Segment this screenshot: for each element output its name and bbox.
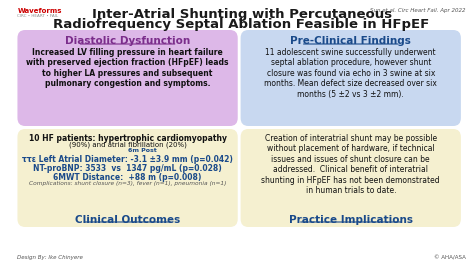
Text: 6MWT Distance:  +88 m (p=0.008): 6MWT Distance: +88 m (p=0.008) xyxy=(54,173,202,182)
Text: Diastolic Dysfunction: Diastolic Dysfunction xyxy=(65,36,190,46)
Text: Radiofrequency Septal Ablation Feasible in HFpEF: Radiofrequency Septal Ablation Feasible … xyxy=(54,18,430,31)
Text: (90%) and atrial fibrillation (20%): (90%) and atrial fibrillation (20%) xyxy=(69,142,187,148)
Text: CIRC • HEART • FAIL: CIRC • HEART • FAIL xyxy=(18,14,59,18)
Text: ττε Left Atrial Diameter: -3.1 ±3.9 mm (p=0.042): ττε Left Atrial Diameter: -3.1 ±3.9 mm (… xyxy=(22,155,233,164)
FancyBboxPatch shape xyxy=(18,30,238,126)
Text: Pre-Clinical Findings: Pre-Clinical Findings xyxy=(290,36,411,46)
Text: NT-proBNP: 3533  vs  1347 pg/mL (p=0.028): NT-proBNP: 3533 vs 1347 pg/mL (p=0.028) xyxy=(33,164,222,173)
FancyBboxPatch shape xyxy=(241,30,461,126)
Text: Increased LV filling pressure in heart failure
with preserved ejection fraction : Increased LV filling pressure in heart f… xyxy=(27,48,229,88)
Text: 6m Post: 6m Post xyxy=(128,148,156,153)
Text: Waveforms: Waveforms xyxy=(18,8,62,14)
Text: Sun et al. Circ Heart Fail. Apr 2022: Sun et al. Circ Heart Fail. Apr 2022 xyxy=(370,8,465,13)
Text: © AHA/ASA: © AHA/ASA xyxy=(434,255,465,260)
Text: Complications: shunt closure (n=3), fever (n=1), pneumonia (n=1): Complications: shunt closure (n=3), feve… xyxy=(29,181,226,186)
FancyBboxPatch shape xyxy=(18,129,238,227)
Text: 10 HF patients: hypertrophic cardiomyopathy: 10 HF patients: hypertrophic cardiomyopa… xyxy=(28,134,227,143)
Text: Clinical Outcomes: Clinical Outcomes xyxy=(75,215,180,225)
Text: Inter-Atrial Shunting with Percutaneous: Inter-Atrial Shunting with Percutaneous xyxy=(91,8,392,21)
Text: 11 adolescent swine successfully underwent
septal ablation procedure, however sh: 11 adolescent swine successfully underwe… xyxy=(264,48,437,99)
Text: Design By: Ike Chinyere: Design By: Ike Chinyere xyxy=(18,255,83,260)
FancyBboxPatch shape xyxy=(241,129,461,227)
Text: Practice Implications: Practice Implications xyxy=(289,215,413,225)
Text: Creation of interatrial shunt may be possible
without placement of hardware, if : Creation of interatrial shunt may be pos… xyxy=(262,134,440,195)
